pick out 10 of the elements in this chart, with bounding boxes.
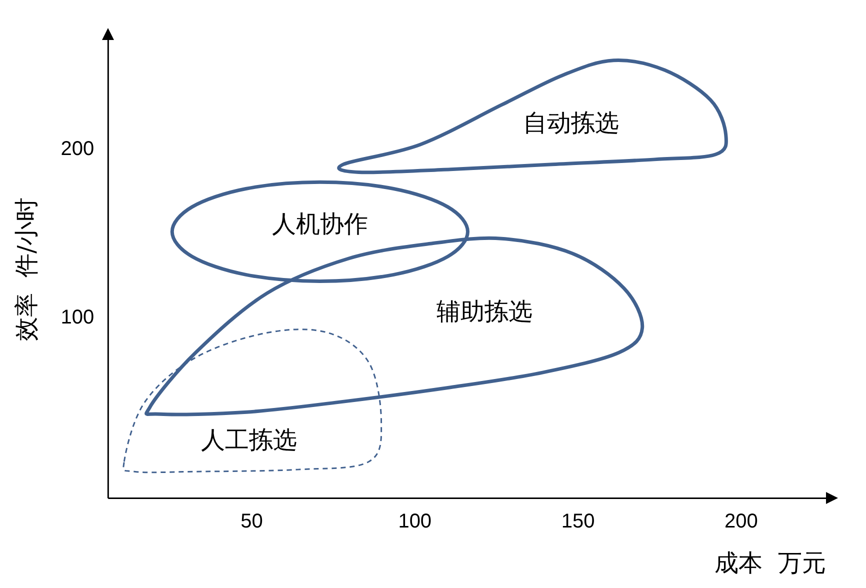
annotation: 辅助拣选 bbox=[436, 297, 532, 326]
x-axis-title: 成本 万元 bbox=[714, 548, 826, 577]
x-tick-label: 50 bbox=[240, 510, 263, 533]
x-tick-label: 100 bbox=[398, 510, 432, 533]
annotation: 自动拣选 bbox=[522, 108, 619, 137]
annotation: 人机协作 bbox=[272, 210, 368, 238]
x-tick-label: 150 bbox=[561, 510, 595, 533]
x-tick-label: 200 bbox=[724, 510, 758, 533]
annotation: 人工拣选 bbox=[200, 426, 297, 454]
y-axis-title: 效率 件/小时 bbox=[12, 197, 41, 341]
